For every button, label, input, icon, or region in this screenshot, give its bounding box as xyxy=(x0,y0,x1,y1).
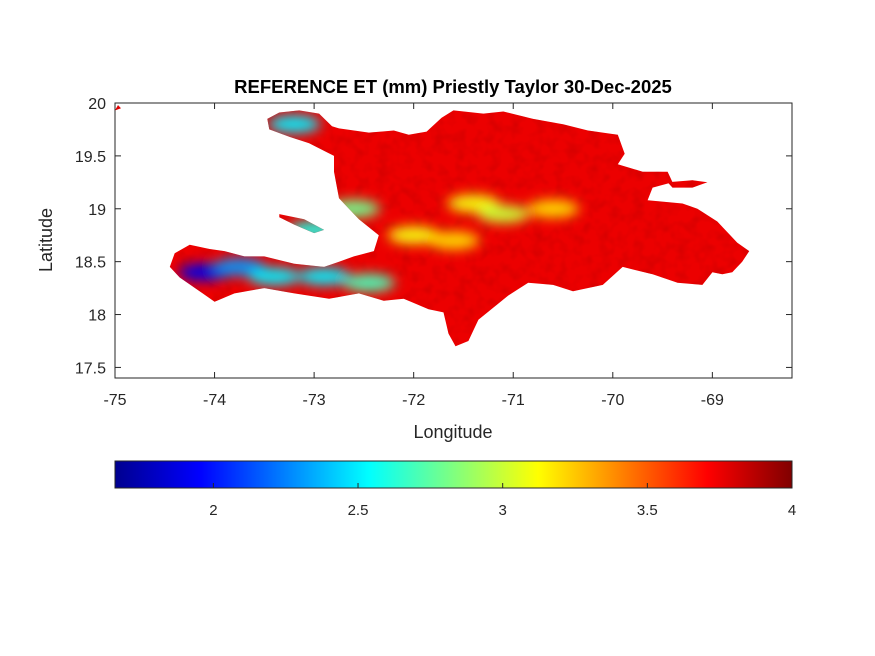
et-zone xyxy=(427,231,480,250)
x-tick-label: -74 xyxy=(203,392,226,409)
colorbar-gradient xyxy=(114,460,793,489)
colorbar-tick-label: 2 xyxy=(209,502,217,519)
et-zone xyxy=(248,267,301,286)
x-axis: -75 -74 -73 -72 -71 -70 -69 xyxy=(103,103,724,409)
y-axis: 17.5 18 18.5 19 19.5 20 xyxy=(75,96,792,377)
colorbar-tick-label: 3 xyxy=(499,502,507,519)
x-tick-label: -73 xyxy=(303,392,326,409)
x-tick-label: -75 xyxy=(103,392,126,409)
colorbar-tick-label: 3.5 xyxy=(637,502,658,519)
x-tick-label: -69 xyxy=(701,392,724,409)
et-zone xyxy=(268,115,321,134)
y-tick-label: 18.5 xyxy=(75,255,106,272)
colorbar-tick-label: 2.5 xyxy=(348,502,369,519)
x-tick-label: -72 xyxy=(402,392,425,409)
x-axis-label: Longitude xyxy=(413,422,492,442)
et-zone xyxy=(298,267,351,286)
et-zone xyxy=(213,257,266,276)
colorbar-ticks: 2 2.5 3 3.5 4 xyxy=(209,483,796,519)
et-zone xyxy=(527,199,580,218)
chart-title: REFERENCE ET (mm) Priestly Taylor 30-Dec… xyxy=(234,76,672,97)
plot-area xyxy=(114,102,793,379)
y-tick-label: 17.5 xyxy=(75,360,106,377)
y-tick-label: 19.5 xyxy=(75,149,106,166)
x-tick-label: -70 xyxy=(601,392,624,409)
y-axis-label: Latitude xyxy=(36,208,56,272)
y-tick-label: 19 xyxy=(88,202,106,219)
y-tick-label: 18 xyxy=(88,308,106,325)
colorbar: 2 2.5 3 3.5 4 xyxy=(114,460,796,519)
et-zone xyxy=(477,205,530,224)
et-zone xyxy=(342,273,395,292)
x-tick-label: -71 xyxy=(502,392,525,409)
et-zone xyxy=(387,226,440,245)
y-tick-label: 20 xyxy=(88,96,106,113)
colorbar-tick-label: 4 xyxy=(788,502,796,519)
